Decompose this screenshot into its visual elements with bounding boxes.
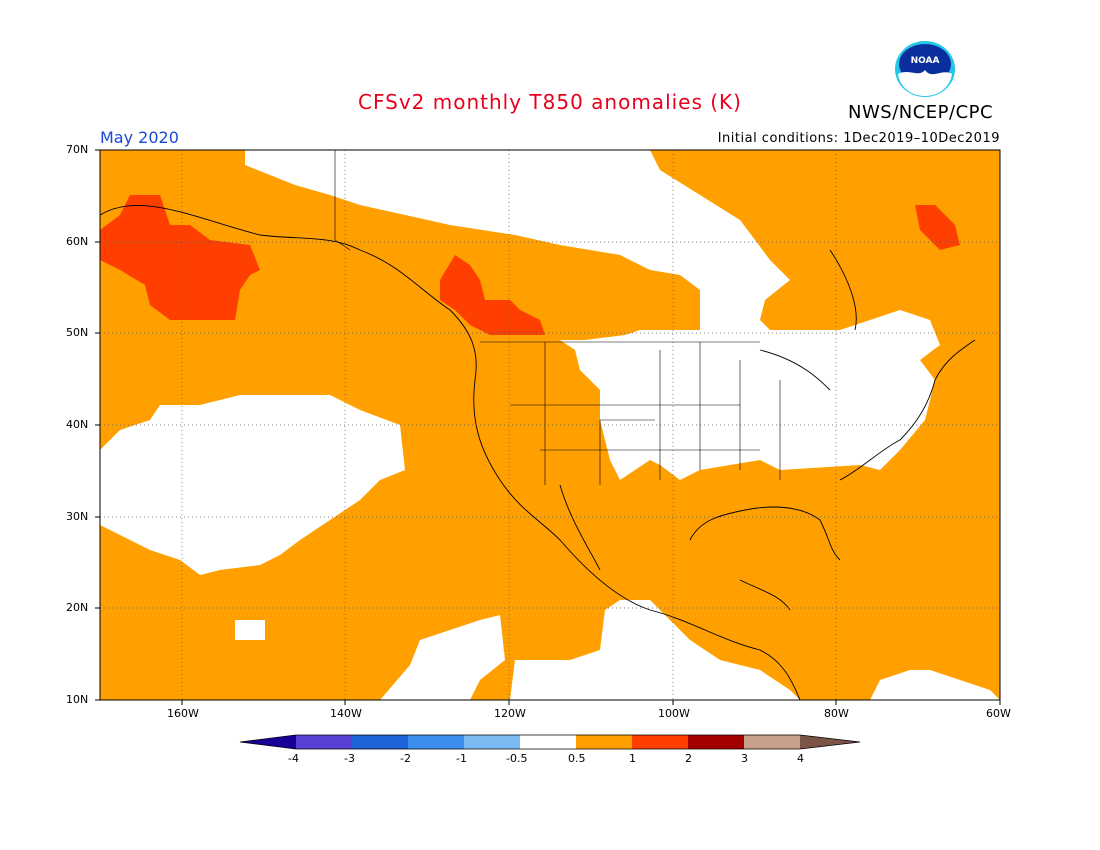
- colorbar-seg-0: [240, 735, 296, 749]
- neutral-region-small: [235, 620, 265, 640]
- colorbar-seg-3: [408, 735, 464, 749]
- lon-label-140w: 140W: [330, 707, 362, 720]
- lon-label-100w: 100W: [658, 707, 690, 720]
- colorbar-seg-9: [744, 735, 800, 749]
- org-label: NWS/NCEP/CPC: [848, 102, 994, 123]
- lat-label-10n: 10N: [66, 693, 89, 706]
- strong-warm-alaska: [100, 195, 260, 320]
- neutral-region-east: [870, 670, 1000, 700]
- neutral-region-pacific: [100, 395, 405, 575]
- colorbar-tick-7: 2: [685, 752, 692, 765]
- colorbar-seg-4: [464, 735, 520, 749]
- colorbar-tick-1: -3: [344, 752, 355, 765]
- lon-label-120w: 120W: [494, 707, 526, 720]
- lat-label-70n: 70N: [66, 143, 89, 156]
- lat-label-50n: 50N: [66, 326, 89, 339]
- colorbar-tick-5: 0.5: [568, 752, 586, 765]
- lat-label-20n: 20N: [66, 601, 89, 614]
- lat-label-30n: 30N: [66, 510, 89, 523]
- colorbar-tick-3: -1: [456, 752, 467, 765]
- title-text: CFSv2 monthly T850 anomalies (K): [358, 90, 742, 114]
- lon-label-160w: 160W: [167, 707, 199, 720]
- strong-warm-canada: [440, 255, 545, 335]
- colorbar-tick-4: -0.5: [506, 752, 528, 765]
- colorbar-seg-5: [520, 735, 576, 749]
- colorbar-seg-1: [296, 735, 352, 749]
- colorbar-tick-9: 4: [797, 752, 804, 765]
- lat-label-40n: 40N: [66, 418, 89, 431]
- axis-ticks: [95, 149, 1001, 705]
- colorbar-seg-7: [632, 735, 688, 749]
- colorbar-tick-2: -2: [400, 752, 411, 765]
- strong-warm-labrador: [915, 205, 960, 250]
- neutral-region-arctic: [245, 150, 940, 480]
- colorbar-seg-2: [352, 735, 408, 749]
- page-title: CFSv2 monthly T850 anomalies (K): [0, 90, 1100, 114]
- lon-label-60w: 60W: [986, 707, 1011, 720]
- colorbar-seg-6: [576, 735, 632, 749]
- lat-label-60n: 60N: [66, 235, 89, 248]
- initial-conditions-label: Initial conditions: 1Dec2019–10Dec2019: [717, 131, 1000, 146]
- lon-label-80w: 80W: [824, 707, 849, 720]
- colorbar-tick-8: 3: [741, 752, 748, 765]
- colorbar-tick-6: 1: [629, 752, 636, 765]
- month-label: May 2020: [100, 128, 179, 147]
- colorbar-seg-8: [688, 735, 744, 749]
- neutral-region-south: [380, 615, 505, 700]
- noaa-logo-text: NOAA: [911, 56, 940, 66]
- anomaly-field: [100, 150, 1000, 700]
- colorbar-seg-10: [800, 735, 860, 749]
- neutral-region-south2: [510, 600, 800, 700]
- colorbar-tick-0: -4: [288, 752, 299, 765]
- noaa-logo: NOAA: [895, 41, 955, 97]
- colorbar: [239, 734, 861, 750]
